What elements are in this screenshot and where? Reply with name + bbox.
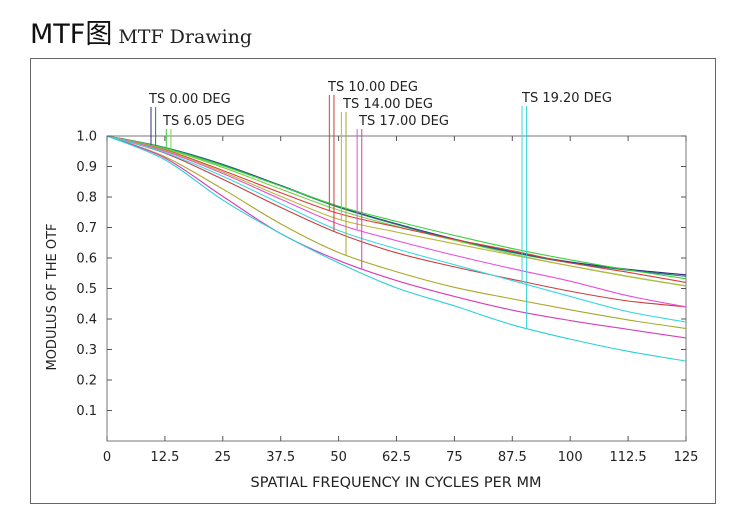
series-group [106, 135, 687, 362]
series-line-ts-17-00-deg-t [106, 135, 687, 308]
series-line-ts-14-00-deg-s [106, 135, 687, 329]
x-axis-title: SPATIAL FREQUENCY IN CYCLES PER MM [251, 475, 542, 491]
y-axis-title: MODULUS OF THE OTF [45, 223, 60, 370]
y-tick-label: 0.3 [76, 343, 97, 358]
x-tick-label: 75 [446, 450, 463, 465]
page-title: MTF图 MTF Drawing [30, 12, 252, 51]
field-label: TS 6.05 DEG [162, 114, 245, 129]
x-tick-label: 62.5 [382, 450, 411, 465]
x-tick-label: 100 [558, 450, 583, 465]
x-tick-label: 112.5 [609, 450, 646, 465]
chart-frame: 0 12.5 25 37.5 50 62.5 75 87.5 100 112.5 125 0.1 0.2… [30, 58, 716, 504]
field-label: TS 0.00 DEG [148, 92, 231, 107]
title-main: MTF图 [30, 19, 113, 50]
y-tick-label: 0.9 [76, 160, 97, 175]
y-tick-label: 0.5 [76, 282, 97, 297]
y-tick-label: 0.6 [76, 252, 97, 267]
axes: 0 12.5 25 37.5 50 62.5 75 87.5 100 112.5 125 0.1 0.2… [76, 130, 698, 466]
x-tick-label: 37.5 [266, 450, 295, 465]
y-tick-label: 0.2 [76, 374, 97, 389]
series-line-ts-6-05-deg-s [106, 135, 687, 287]
series-line-ts-14-00-deg-t [106, 135, 687, 287]
title-subtitle: MTF Drawing [118, 26, 253, 48]
x-tick-label: 0 [103, 450, 111, 465]
field-labels: TS 0.00 DEG TS 6.05 DEG TS 10.00 DEG TS 14.… [148, 80, 612, 329]
x-tick-label: 87.5 [498, 450, 527, 465]
y-tick-label: 1.0 [76, 130, 97, 145]
field-label: TS 14.00 DEG [342, 97, 433, 112]
mtf-chart: 0 12.5 25 37.5 50 62.5 75 87.5 100 112.5 125 0.1 0.2… [45, 80, 698, 491]
x-tick-label: 25 [215, 450, 232, 465]
x-tick-label: 50 [330, 450, 347, 465]
series-line-ts-19-20-deg-s [106, 135, 687, 362]
y-tick-label: 0.4 [76, 313, 97, 328]
series-line-ts-10-00-deg-s [106, 135, 687, 308]
field-label: TS 10.00 DEG [327, 80, 418, 95]
series-line-ts-19-20-deg-t [106, 135, 687, 323]
series-line-ts-6-05-deg-t [106, 135, 687, 280]
y-tick-label: 0.1 [76, 404, 97, 419]
y-tick-label: 0.7 [76, 221, 97, 236]
x-tick-label: 125 [674, 450, 699, 465]
field-label: TS 19.20 DEG [521, 91, 612, 106]
field-label: TS 17.00 DEG [358, 114, 449, 129]
series-line-ts-10-00-deg-t [106, 135, 687, 283]
x-tick-label: 12.5 [150, 450, 179, 465]
series-line-ts-17-00-deg-s [106, 135, 687, 339]
y-tick-label: 0.8 [76, 191, 97, 206]
